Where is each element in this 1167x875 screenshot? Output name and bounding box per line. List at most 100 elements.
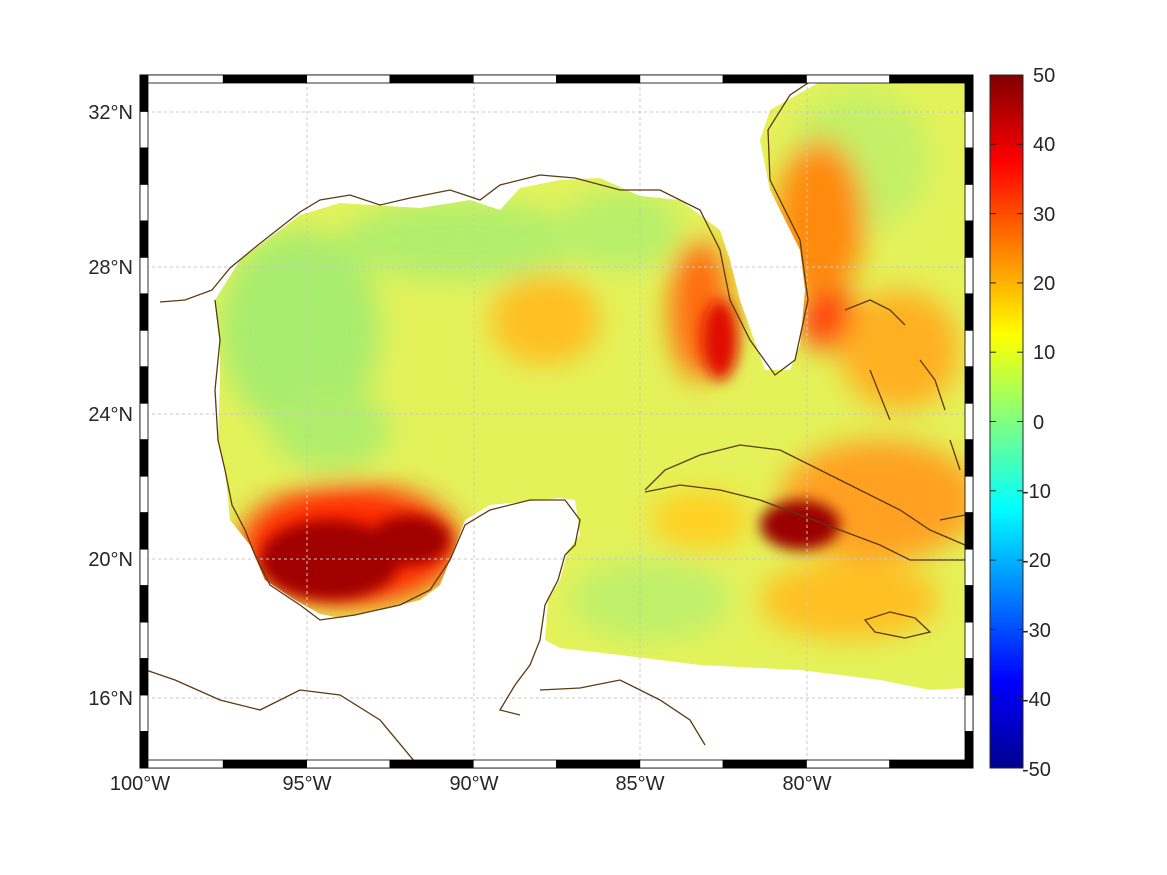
frame-segment xyxy=(964,658,974,696)
frame-segment xyxy=(964,329,974,368)
frame-segment xyxy=(964,439,974,477)
colorbar-tick-label: 50 xyxy=(1033,65,1055,87)
frame-segment xyxy=(139,694,149,732)
frame-segment xyxy=(139,74,224,84)
frame-segment xyxy=(889,74,974,84)
frame-segment xyxy=(964,256,974,295)
frame-segment xyxy=(139,731,149,769)
frame-segment xyxy=(306,759,391,769)
frame-segment xyxy=(722,759,807,769)
frame-segment xyxy=(139,329,149,368)
frame-segment xyxy=(806,759,891,769)
colorbar-tick-label: 0 xyxy=(1033,412,1044,434)
field-patch xyxy=(840,290,960,410)
frame-segment xyxy=(556,759,641,769)
frame-segment xyxy=(964,475,974,514)
colorbar-tick-label: -30 xyxy=(1022,620,1051,642)
frame-segment xyxy=(964,293,974,331)
frame-segment xyxy=(139,147,149,185)
coastline-gulf xyxy=(159,74,821,376)
hotspot xyxy=(760,500,840,550)
hotspot xyxy=(702,300,738,380)
longitude-labels: 100°W 95°W 90°W 85°W 80°W xyxy=(110,773,832,795)
frame-segment xyxy=(964,731,974,769)
field-patch xyxy=(560,190,680,270)
field-patch xyxy=(220,230,380,430)
latitude-labels: 32°N 28°N 24°N 20°N 16°N xyxy=(88,102,133,710)
frame-border-segments xyxy=(139,74,974,769)
colorbar-tick-label: 10 xyxy=(1033,342,1055,364)
frame-segment xyxy=(139,475,149,514)
lat-tick-label: 24°N xyxy=(88,404,133,426)
hotspot xyxy=(260,520,400,600)
field-patch xyxy=(340,200,580,280)
lat-tick-label: 32°N xyxy=(88,102,133,124)
frame-segment xyxy=(964,111,974,149)
coastline-jamaica xyxy=(863,611,932,639)
colorbar-tick-label: 40 xyxy=(1033,134,1055,156)
frame-segment xyxy=(964,402,974,441)
coastline-hispaniola xyxy=(939,514,966,521)
frame-segment xyxy=(964,74,974,112)
frame-segment xyxy=(139,184,149,222)
frame-segment xyxy=(964,512,974,550)
frame-segment xyxy=(139,111,149,149)
lat-tick-label: 16°N xyxy=(88,688,133,710)
field-patch xyxy=(570,560,730,640)
frame-segment xyxy=(306,74,391,84)
colorbar-tick-label: 20 xyxy=(1033,273,1055,295)
frame-segment xyxy=(139,256,149,295)
frame-segment xyxy=(964,147,974,185)
colorbar-tick-label: -50 xyxy=(1022,759,1051,781)
frame-segment xyxy=(964,621,974,659)
frame-segment xyxy=(222,759,308,769)
coastline-bahamas xyxy=(844,299,961,471)
frame-segment xyxy=(139,585,149,623)
field-patch xyxy=(270,390,390,470)
frame-segment xyxy=(889,759,974,769)
frame-segment xyxy=(964,184,974,222)
lon-tick-label: 85°W xyxy=(615,773,664,795)
frame-segment xyxy=(139,512,149,550)
colorbar-tick-label: -20 xyxy=(1022,550,1051,572)
lon-tick-label: 90°W xyxy=(449,773,498,795)
frame-segment xyxy=(556,74,641,84)
frame-segment xyxy=(722,74,807,84)
colorbar-tick-marks xyxy=(990,74,1023,769)
colorbar-tick-label: 30 xyxy=(1033,204,1055,226)
frame-segment xyxy=(964,366,974,404)
field-patch xyxy=(490,275,600,365)
colorbar-tick-labels: 50 40 30 20 10 0 -10 -20 -30 -40 -50 xyxy=(1022,65,1055,781)
colorbar: 50 40 30 20 10 0 -10 -20 -30 -40 -50 xyxy=(989,65,1055,781)
colorbar-tick-label: -40 xyxy=(1022,689,1051,711)
lon-tick-label: 100°W xyxy=(110,773,170,795)
hotspot xyxy=(370,515,450,565)
frame-segment xyxy=(639,74,724,84)
frame-segment xyxy=(139,621,149,659)
frame-segment xyxy=(222,74,308,84)
frame-segment xyxy=(639,759,724,769)
frame-segment xyxy=(139,220,149,258)
frame-segment xyxy=(389,759,474,769)
frame-segment xyxy=(139,74,149,112)
coastlines xyxy=(139,74,966,769)
frame-segment xyxy=(964,694,974,732)
lat-tick-label: 28°N xyxy=(88,257,133,279)
field-patch xyxy=(760,560,940,640)
frame-segment xyxy=(964,548,974,587)
field-patch xyxy=(650,490,750,550)
lat-tick-label: 20°N xyxy=(88,549,133,571)
coastline-honduras xyxy=(539,679,706,746)
frame-segment xyxy=(139,439,149,477)
map-frame xyxy=(139,74,974,769)
coastline-central-america xyxy=(139,667,421,769)
frame-segment xyxy=(139,366,149,404)
frame-segment xyxy=(964,220,974,258)
lon-tick-label: 80°W xyxy=(782,773,831,795)
coastline-mexico xyxy=(214,299,581,716)
frame-segment xyxy=(139,402,149,441)
frame-segment xyxy=(139,293,149,331)
frame-segment xyxy=(139,759,224,769)
frame-segment xyxy=(139,658,149,696)
